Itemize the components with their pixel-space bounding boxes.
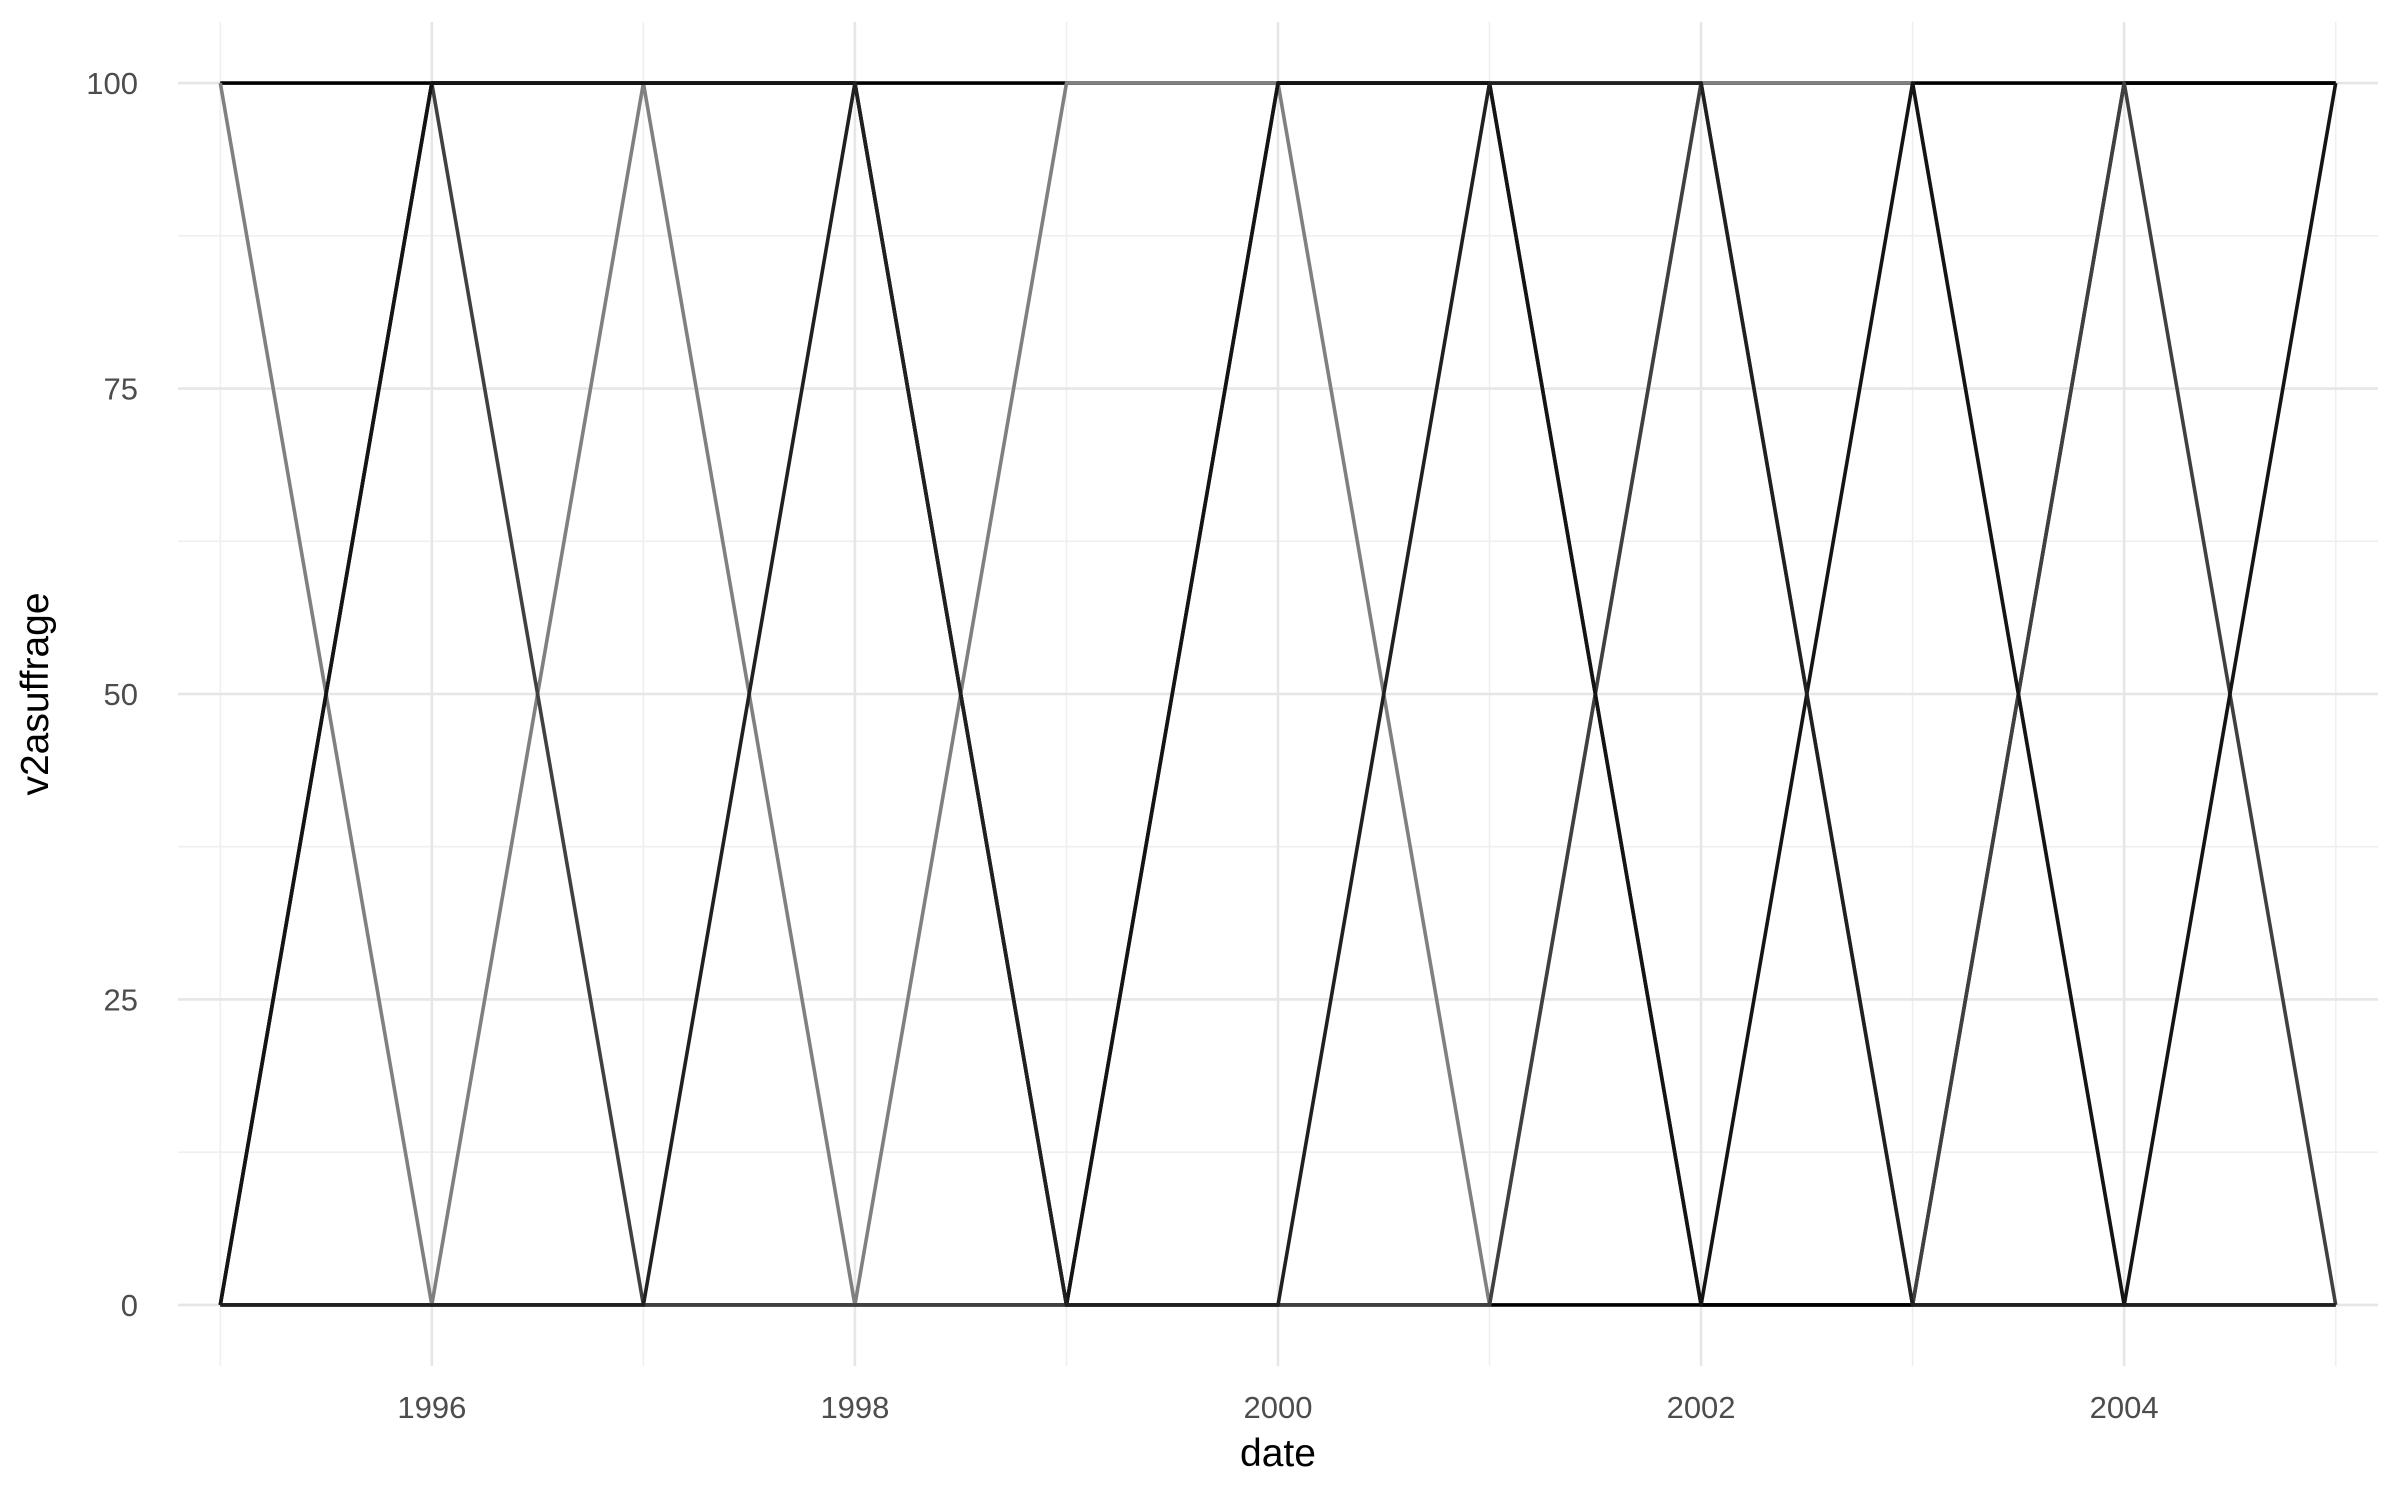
y-tick-label-0: 0 — [121, 1288, 138, 1323]
y-tick-label-1: 25 — [104, 982, 138, 1017]
y-tick-label-2: 50 — [104, 677, 138, 712]
grid-layer — [178, 22, 2378, 1366]
series-line-5 — [218, 81, 2338, 1307]
series-layer — [218, 81, 2338, 1307]
x-tick-label-3: 2002 — [1667, 1390, 1736, 1425]
y-tick-label-3: 75 — [104, 372, 138, 407]
series-line-6 — [220, 81, 2336, 1307]
x-tick-label-4: 2004 — [2090, 1390, 2159, 1425]
x-tick-label-1: 1998 — [820, 1390, 889, 1425]
x-tick-label-0: 1996 — [397, 1390, 466, 1425]
y-axis-title: v2asuffrage — [14, 592, 57, 795]
x-axis-title: date — [1240, 1432, 1316, 1475]
tick-label-layer: 1996 1998 2000 2002 2004 0 25 50 75 100 — [86, 66, 2158, 1425]
x-tick-label-2: 2000 — [1244, 1390, 1313, 1425]
y-tick-label-4: 100 — [86, 66, 138, 101]
